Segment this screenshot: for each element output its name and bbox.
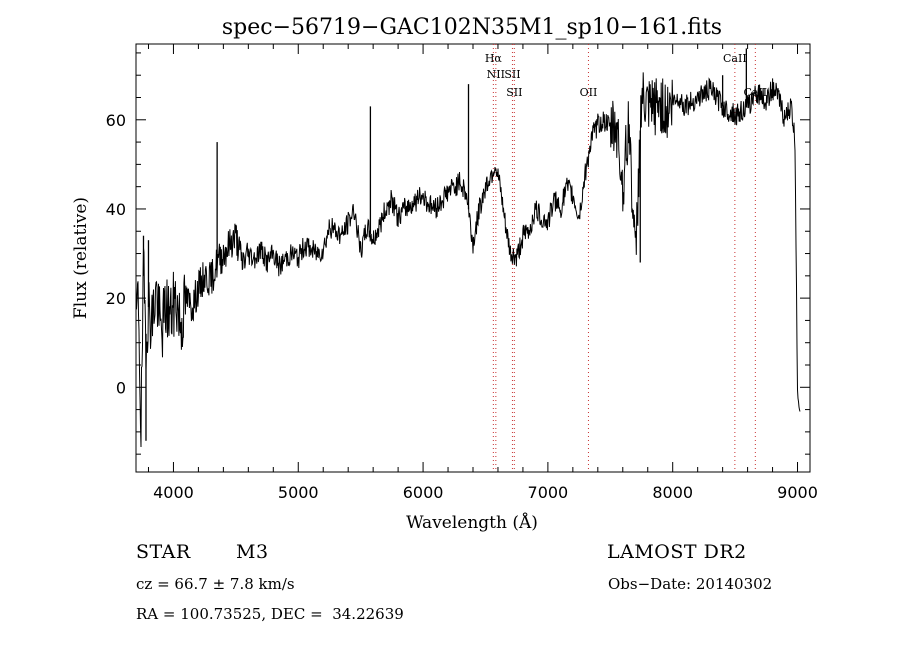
x-tick-label: 4000 bbox=[153, 483, 194, 502]
object-subclass-label: M3 bbox=[236, 541, 269, 563]
emission-line-label: OII bbox=[580, 86, 598, 99]
y-axis-label: Flux (relative) bbox=[71, 197, 91, 319]
emission-line-markers bbox=[492, 44, 756, 472]
emission-line-label: SII bbox=[504, 68, 520, 81]
x-tick-label: 5000 bbox=[278, 483, 319, 502]
coordinates-text: RA = 100.73525, DEC = 34.22639 bbox=[136, 605, 404, 623]
axis-ticks bbox=[136, 44, 810, 472]
emission-line-label: CaII bbox=[723, 52, 747, 65]
survey-label: LAMOST DR2 bbox=[607, 541, 747, 563]
redshift-velocity-text: cz = 66.7 ± 7.8 km/s bbox=[136, 575, 295, 593]
emission-line-label: SII bbox=[506, 86, 522, 99]
object-class-label: STAR bbox=[136, 541, 191, 563]
observation-date-text: Obs−Date: 20140302 bbox=[608, 575, 773, 593]
x-tick-label: 7000 bbox=[528, 483, 569, 502]
x-tick-label: 6000 bbox=[403, 483, 444, 502]
emission-line-label: NII bbox=[487, 68, 505, 81]
y-tick-label: 60 bbox=[106, 111, 126, 130]
x-tick-label: 8000 bbox=[652, 483, 693, 502]
x-axis-label: Wavelength (Å) bbox=[406, 512, 538, 533]
x-tick-label: 9000 bbox=[777, 483, 818, 502]
axis-tick-labels: 4000 5000 6000 7000 8000 9000 0 20 40 60 bbox=[106, 111, 818, 502]
y-tick-label: 40 bbox=[106, 200, 126, 219]
emission-line-label: Hα bbox=[485, 52, 503, 65]
y-tick-label: 20 bbox=[106, 289, 126, 308]
chart-title: spec−56719−GAC102N35M1_sp10−161.fits bbox=[222, 15, 722, 40]
y-tick-label: 0 bbox=[116, 378, 126, 397]
spectrum-spikes bbox=[142, 48, 747, 441]
plot-frame bbox=[135, 43, 811, 473]
